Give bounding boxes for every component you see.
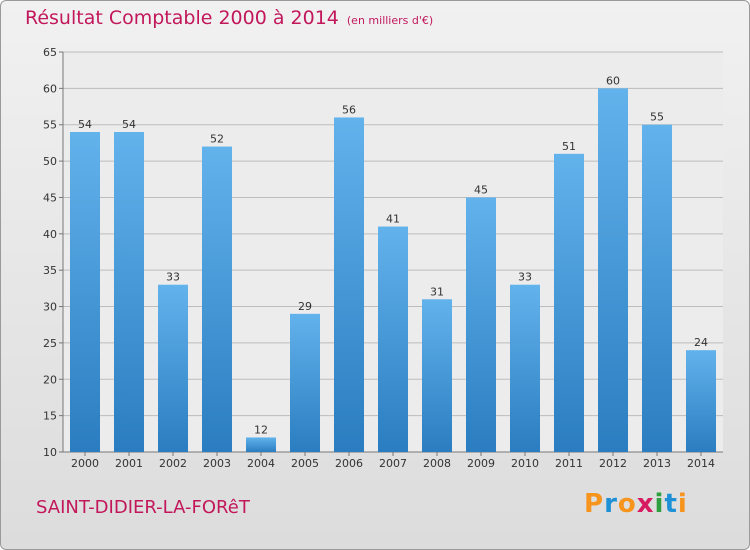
bar-value-label: 51 [562,140,576,153]
x-tick-label: 2003 [203,457,231,470]
proxiti-logo: Proxiti [584,489,688,519]
x-tick-label: 2006 [335,457,363,470]
x-tick-label: 2007 [379,457,407,470]
y-tick-label: 45 [43,191,57,204]
x-tick-label: 2005 [291,457,319,470]
bar [598,88,628,452]
logo-letter: r [604,489,618,519]
bar-value-label: 24 [694,336,708,349]
bar [686,350,716,452]
bar [290,313,320,452]
bar [334,117,364,453]
bar-value-label: 55 [650,111,664,124]
bar [246,437,276,452]
y-tick-label: 65 [43,46,57,59]
x-tick-label: 2008 [423,457,451,470]
labels: 54 54 33 52 12 29 56 41 31 45 33 51 60 55 24 [78,74,708,436]
bar-value-label: 52 [210,133,224,146]
x-tick-label: 2000 [71,457,99,470]
y-tick-label: 25 [43,337,57,350]
bar-value-label: 54 [122,118,136,131]
bar-value-label: 45 [474,183,488,196]
logo-letter: P [584,489,605,519]
y-tick-label: 40 [43,228,57,241]
x-tick-label: 2004 [247,457,275,470]
bar-value-label: 60 [606,74,620,87]
bar [554,153,584,452]
bar-value-label: 33 [518,271,532,284]
x-tick-label: 2013 [643,457,671,470]
y-tick-label: 20 [43,373,57,386]
y-tick-label: 50 [43,155,57,168]
logo-letter: x [636,489,655,519]
logo-letter: o [617,489,637,519]
y-tick-label: 15 [43,410,57,423]
bar [70,132,100,452]
unit-label: (en milliers d'€) [346,14,434,27]
x-tick-label: 2010 [511,457,539,470]
logo-letter: i [654,489,665,519]
x-tick-label: 2011 [555,457,583,470]
y-tick-label: 30 [43,301,57,314]
x-tick-label: 2009 [467,457,495,470]
bar-value-label: 12 [254,423,268,436]
commune-name: SAINT-DIDIER-LA-FORêT [36,497,250,518]
bar [510,284,540,452]
x-tick-label: 2012 [599,457,627,470]
x-tick-label: 2002 [159,457,187,470]
bar [202,146,232,452]
chart-title: Résultat Comptable 2000 à 2014 (en millie… [25,7,433,29]
bar [642,124,672,453]
bar [466,197,496,452]
logo-letter: i [677,489,688,519]
bar-value-label: 29 [298,300,312,313]
bar-value-label: 33 [166,271,180,284]
y-tick-label: 55 [43,119,57,132]
y-tick-label: 60 [43,82,57,95]
bar [378,226,408,452]
y-tick-label: 10 [43,446,57,459]
x-tick-label: 2014 [687,457,715,470]
title-text: Résultat Comptable 2000 à 2014 [25,7,339,29]
bar-value-label: 54 [78,118,92,131]
bars [70,88,716,453]
bar [114,132,144,452]
x-tick-label: 2001 [115,457,143,470]
bar-value-label: 56 [342,103,356,116]
bar-value-label: 41 [386,213,400,226]
bar-value-label: 31 [430,285,444,298]
logo-letter: t [664,489,678,519]
y-tick-label: 35 [43,264,57,277]
bar [422,299,452,452]
bar [158,284,188,452]
